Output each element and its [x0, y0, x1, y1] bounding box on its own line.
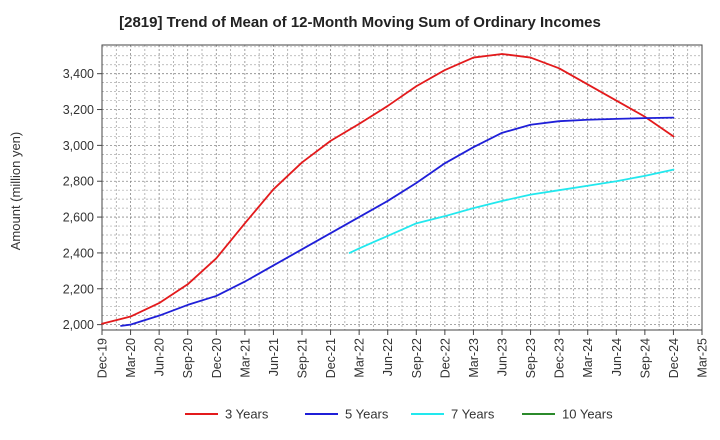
x-tick-label: Sep-22 [410, 338, 424, 378]
x-tick-label: Jun-23 [496, 338, 510, 376]
y-tick-label: 2,200 [63, 282, 94, 296]
x-tick-label: Mar-23 [467, 338, 481, 378]
legend-label-3-years: 3 Years [225, 407, 269, 422]
y-tick-label: 2,600 [63, 211, 94, 225]
y-tick-label: 3,200 [63, 103, 94, 117]
legend-label-7-years: 7 Years [451, 407, 495, 422]
x-tick-label: Mar-24 [581, 338, 595, 378]
y-tick-label: 2,000 [63, 318, 94, 332]
x-tick-label: Dec-24 [667, 338, 681, 378]
plot-frame [101, 44, 703, 331]
legend-label-10-years: 10 Years [562, 407, 613, 422]
x-tick-label: Dec-21 [324, 338, 338, 378]
x-tick-label: Sep-24 [638, 338, 652, 378]
series-line-3-years [101, 53, 675, 325]
series-line-7-years [348, 168, 675, 254]
x-tick-label: Mar-25 [696, 338, 710, 378]
chart-title: [2819] Trend of Mean of 12-Month Moving … [119, 14, 601, 31]
x-tick-label: Dec-22 [438, 338, 452, 378]
x-tick-label: Sep-23 [524, 338, 538, 378]
x-tick-label: Mar-22 [353, 338, 367, 378]
y-tick-label: 3,400 [63, 67, 94, 81]
x-tick-label: Sep-21 [296, 338, 310, 378]
x-tick-label: Dec-19 [96, 338, 110, 378]
x-tick-label: Sep-20 [181, 338, 195, 378]
legend-label-5-years: 5 Years [345, 407, 389, 422]
x-tick-label: Jun-21 [267, 338, 281, 376]
x-tick-label: Mar-21 [238, 338, 252, 378]
y-tick-label: 2,800 [63, 175, 94, 189]
plot-area [102, 45, 702, 330]
series-line-5-years [120, 116, 675, 327]
x-tick-label: Mar-20 [124, 338, 138, 378]
y-tick-label: 3,000 [63, 139, 94, 153]
y-tick-label: 2,400 [63, 246, 94, 260]
x-tick-label: Jun-24 [610, 338, 624, 376]
x-tick-label: Jun-22 [381, 338, 395, 376]
y-axis-label: Amount (million yen) [8, 132, 23, 251]
x-tick-label: Dec-20 [210, 338, 224, 378]
x-tick-label: Dec-23 [553, 338, 567, 378]
x-tick-label: Jun-20 [153, 338, 167, 376]
